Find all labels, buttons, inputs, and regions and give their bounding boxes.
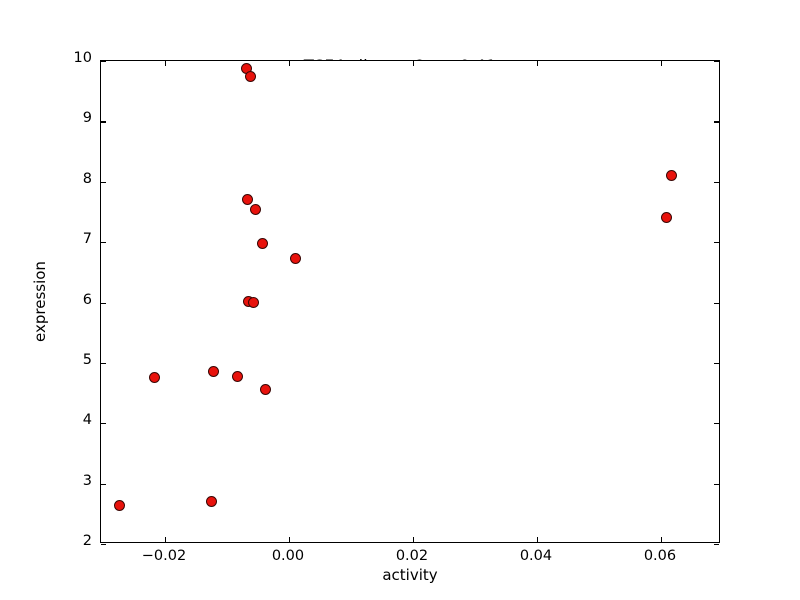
y-tick-mark: [101, 181, 106, 183]
x-tick-label: 0.02: [395, 548, 429, 564]
y-tick-mark-right: [714, 362, 719, 365]
x-tick-mark-top: [412, 61, 415, 66]
y-tick-mark: [101, 544, 106, 546]
x-tick-label: 0.04: [519, 548, 553, 564]
x-tick-label: 0.06: [643, 548, 677, 564]
data-point: [249, 204, 261, 216]
x-tick-mark: [288, 537, 291, 542]
y-tick-mark-right: [714, 242, 719, 244]
x-tick-label: 0.00: [271, 548, 305, 564]
y-tick-mark-right: [714, 544, 719, 546]
data-point: [256, 238, 268, 250]
x-tick-mark: [660, 537, 663, 542]
x-tick-mark-top: [536, 61, 539, 66]
data-point: [114, 500, 126, 512]
plot-data-area: [101, 61, 719, 542]
y-tick-mark-right: [714, 423, 719, 425]
y-axis-label: expression: [31, 261, 49, 342]
data-point: [666, 170, 678, 182]
x-tick-mark: [412, 537, 415, 542]
y-tick-mark: [101, 362, 106, 365]
data-point: [244, 71, 256, 83]
y-tick-mark: [101, 242, 106, 244]
y-tick-mark-right: [714, 483, 719, 485]
data-point: [208, 365, 220, 377]
y-tick-mark: [101, 302, 106, 304]
x-tick-mark-top: [164, 61, 167, 66]
x-tick-label: −0.02: [141, 548, 187, 564]
plot-axes-frame: [100, 60, 720, 546]
y-tick-mark-right: [714, 121, 719, 123]
y-tick-mark-right: [714, 61, 719, 63]
y-tick-mark-right: [714, 302, 719, 304]
data-point: [148, 372, 160, 384]
y-tick-mark: [101, 423, 106, 425]
y-tick-mark: [101, 121, 106, 123]
x-tick-mark-top: [288, 61, 291, 66]
data-point: [232, 371, 244, 383]
y-tick-mark: [101, 61, 106, 63]
x-tick-mark: [536, 537, 539, 542]
data-point: [241, 194, 253, 206]
y-tick-mark: [101, 483, 106, 485]
data-point: [290, 252, 302, 264]
data-point: [660, 212, 672, 224]
x-tick-mark-top: [660, 61, 663, 66]
data-point: [260, 383, 272, 395]
data-point: [248, 297, 260, 308]
x-axis-label: activity: [382, 566, 438, 584]
x-tick-mark: [164, 537, 167, 542]
data-point: [206, 496, 218, 508]
y-tick-mark-right: [714, 181, 719, 183]
